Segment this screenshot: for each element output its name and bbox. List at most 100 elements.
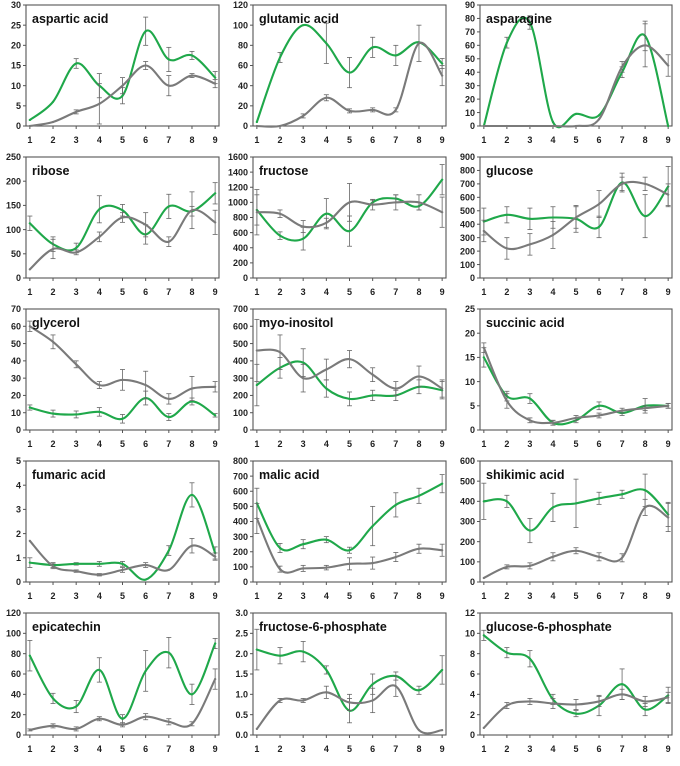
chart-title: fructose — [259, 164, 308, 178]
data-point — [167, 58, 170, 61]
data-point — [325, 566, 328, 569]
chart-title: epicatechin — [32, 620, 101, 634]
x-tick-label: 7 — [620, 439, 625, 449]
x-tick-label: 1 — [27, 744, 32, 754]
y-tick-label: 40 — [238, 81, 248, 91]
data-point — [98, 717, 101, 720]
x-tick-label: 7 — [166, 439, 171, 449]
x-tick-label: 2 — [51, 287, 56, 297]
data-point — [574, 416, 578, 419]
x-tick-label: 2 — [504, 135, 509, 145]
data-point — [75, 363, 78, 366]
data-point — [417, 42, 421, 45]
series-line-green — [28, 493, 217, 581]
data-point — [51, 697, 55, 700]
data-point — [98, 208, 101, 211]
x-tick-label: 3 — [527, 591, 532, 601]
data-point — [167, 720, 170, 723]
data-point — [417, 729, 421, 732]
chart-svg: 0 5 10 15 20 25 1 2 3 4 5 6 7 8 9 succinic acid — [465, 304, 673, 449]
data-point — [551, 506, 555, 509]
x-tick-label: 2 — [504, 439, 509, 449]
y-tick-label: 40 — [465, 67, 475, 77]
x-tick-label: 5 — [347, 591, 352, 601]
data-point — [278, 351, 282, 354]
x-tick-label: 7 — [393, 135, 398, 145]
y-tick-label: 1.5 — [235, 669, 248, 679]
data-point — [144, 715, 147, 718]
data-point — [505, 500, 508, 503]
data-point — [441, 729, 444, 732]
series-green — [482, 15, 670, 129]
y-tick-label: 0 — [470, 273, 475, 283]
y-tick-label: 400 — [233, 243, 248, 253]
data-point — [278, 212, 282, 215]
x-tick-label: 7 — [166, 287, 171, 297]
x-tick-label: 2 — [278, 439, 283, 449]
y-tick-label: 20 — [11, 41, 21, 51]
x-tick-label: 4 — [324, 591, 329, 601]
x-tick-label: 7 — [393, 287, 398, 297]
data-point — [121, 209, 124, 212]
data-point — [348, 201, 351, 204]
data-point — [167, 549, 170, 552]
data-point — [190, 387, 194, 390]
data-point — [597, 225, 601, 229]
data-point — [278, 699, 282, 702]
data-point — [144, 383, 147, 387]
y-tick-label: 0.5 — [235, 710, 248, 720]
data-point — [278, 56, 282, 59]
series-gray — [254, 502, 445, 574]
data-point — [644, 215, 647, 218]
data-point — [348, 358, 351, 361]
data-point — [394, 201, 397, 204]
x-tick-label: 9 — [666, 135, 671, 145]
data-point — [528, 419, 532, 422]
data-point — [528, 564, 532, 567]
x-tick-label: 9 — [440, 744, 445, 754]
data-point — [348, 109, 351, 112]
y-tick-label: 0 — [243, 577, 248, 587]
data-point — [121, 568, 124, 571]
data-point — [667, 64, 670, 67]
data-point — [394, 387, 397, 390]
series-green — [27, 636, 218, 724]
x-tick-label: 7 — [166, 135, 171, 145]
series-line-gray — [482, 346, 670, 425]
y-tick-label: 100 — [233, 408, 248, 418]
x-tick-label: 6 — [143, 439, 148, 449]
x-tick-label: 8 — [643, 439, 648, 449]
x-tick-label: 1 — [254, 135, 259, 145]
x-tick-label: 5 — [120, 287, 125, 297]
data-point — [302, 225, 305, 228]
y-tick-label: 90 — [465, 0, 475, 10]
data-point — [121, 94, 124, 97]
x-tick-label: 9 — [440, 135, 445, 145]
data-point — [482, 346, 485, 349]
x-tick-label: 4 — [97, 591, 102, 601]
x-tick-label: 4 — [550, 135, 555, 145]
x-tick-label: 3 — [527, 439, 532, 449]
x-tick-label: 2 — [51, 744, 56, 754]
y-tick-label: 20 — [465, 94, 475, 104]
x-tick-label: 1 — [481, 287, 486, 297]
y-tick-label: 70 — [11, 304, 21, 314]
y-tick-label: 0.0 — [235, 730, 248, 740]
data-point — [214, 414, 217, 417]
data-point — [597, 555, 601, 558]
y-tick-label: 700 — [460, 179, 475, 189]
y-tick-label: 200 — [460, 246, 475, 256]
y-tick-label: 5 — [16, 101, 21, 111]
y-tick-label: 0 — [470, 425, 475, 435]
data-point — [505, 704, 508, 707]
data-point — [190, 209, 194, 212]
y-tick-label: 800 — [233, 456, 248, 466]
data-point — [417, 494, 421, 497]
x-tick-label: 4 — [324, 744, 329, 754]
y-tick-label: 150 — [6, 201, 21, 211]
data-point — [528, 700, 532, 703]
y-tick-label: 2 — [16, 529, 21, 539]
y-tick-label: 300 — [233, 532, 248, 542]
data-point — [325, 368, 328, 371]
